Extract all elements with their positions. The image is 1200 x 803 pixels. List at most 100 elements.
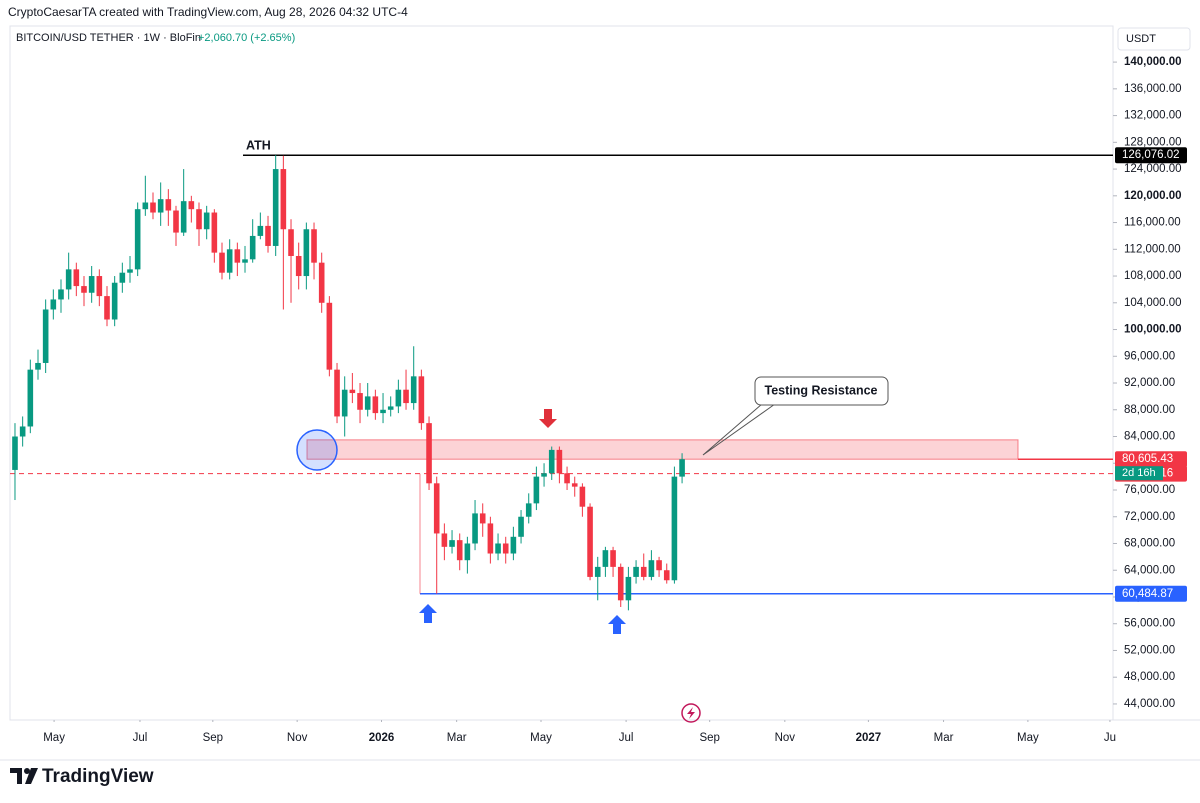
candle-body: [311, 229, 317, 263]
candle-body: [656, 560, 662, 571]
candle-body: [364, 396, 371, 410]
down-arrow: [539, 409, 557, 428]
candle-body: [150, 202, 156, 213]
candle-body: [226, 249, 233, 273]
candle-body: [663, 570, 670, 581]
candle-body: [533, 476, 540, 504]
y-tick-label: 48,000.00: [1124, 671, 1175, 683]
candle-body: [479, 513, 486, 524]
up-arrow: [419, 604, 437, 623]
y-tick-label: 44,000.00: [1124, 698, 1175, 710]
candle-body: [326, 302, 333, 370]
y-tick-label: 68,000.00: [1124, 538, 1175, 550]
y-tick-label: 104,000.00: [1124, 297, 1182, 309]
candle-body: [395, 389, 402, 407]
y-tick-label: 96,000.00: [1124, 350, 1175, 362]
candle-body: [456, 540, 463, 561]
candle-body: [249, 235, 256, 260]
candle-body: [219, 252, 225, 273]
candle-body: [510, 536, 517, 554]
y-tick-label: 72,000.00: [1124, 511, 1175, 523]
highlight-circle: [296, 429, 338, 471]
y-tick-label: 88,000.00: [1124, 404, 1175, 416]
candle-body: [633, 566, 639, 577]
y-tick-label: 116,000.00: [1124, 217, 1181, 229]
candle-body: [610, 550, 616, 567]
annotation-text: Testing Resistance: [764, 383, 877, 397]
candle-body: [556, 449, 563, 474]
candle-body: [295, 255, 302, 277]
candle-body: [518, 516, 524, 537]
logo-part: [10, 768, 22, 784]
candle-body: [157, 199, 164, 213]
candle-body: [541, 473, 547, 477]
candle-body: [211, 212, 218, 253]
candle-body: [464, 543, 471, 561]
x-tick-label: Ju: [1104, 732, 1116, 744]
candle-body: [35, 362, 41, 370]
candle-body: [380, 409, 386, 414]
y-tick-label: 76,000.00: [1124, 484, 1175, 496]
candle-body: [265, 225, 271, 246]
icon-bolt: [687, 707, 695, 719]
icon-ring: [681, 703, 701, 723]
candle-body: [19, 426, 26, 437]
candle-body: [173, 210, 179, 233]
candle-body: [525, 503, 532, 517]
candle-body: [502, 543, 509, 554]
currency: USDT: [1126, 33, 1156, 45]
candle-body: [234, 249, 241, 263]
candle-body: [280, 169, 287, 230]
candle-body: [165, 199, 172, 211]
candle-body: [50, 299, 57, 310]
x-tick-label: Sep: [203, 732, 223, 744]
symbol-title: BITCOIN/USD TETHER · 1W · BloFin: [16, 32, 201, 44]
candle-body: [387, 406, 394, 410]
candle-body: [27, 369, 34, 427]
x-tick-label: Nov: [287, 732, 308, 744]
y-tick-label: 136,000.00: [1124, 83, 1182, 95]
candle-body: [111, 282, 118, 320]
up-arrow: [608, 615, 626, 634]
y-tick-label: 112,000.00: [1124, 243, 1181, 255]
candle-body: [142, 202, 149, 210]
candle-body: [571, 483, 578, 487]
price-tag-label: 80,605.43: [1122, 453, 1173, 465]
candle-body: [88, 276, 95, 293]
candle-body: [441, 533, 448, 547]
candle-body: [495, 543, 501, 554]
lightning-icon[interactable]: [681, 703, 701, 723]
x-tick-label: Jul: [133, 732, 148, 744]
price-tag: [1115, 147, 1187, 164]
candle-body: [372, 396, 379, 414]
candle-body: [119, 272, 126, 283]
y-tick-label: 128,000.00: [1124, 136, 1182, 148]
candle-body: [426, 423, 432, 484]
candle-body: [12, 436, 18, 470]
candle-body: [96, 276, 103, 297]
candle-body: [648, 560, 655, 577]
annotation-box: [754, 376, 889, 406]
candle-body: [272, 169, 279, 246]
candle-body: [625, 576, 632, 601]
candle-body: [196, 209, 202, 230]
candle-body: [65, 269, 72, 290]
candle-body: [548, 449, 555, 474]
credit: CryptoCaesarTA created with TradingView.…: [8, 5, 408, 19]
candle-body: [594, 566, 601, 577]
candle-body: [288, 229, 294, 256]
candle-body: [564, 473, 570, 484]
candle-body: [341, 389, 348, 417]
candle-body: [104, 296, 110, 320]
currency-box[interactable]: [1117, 27, 1191, 51]
y-tick-label: 100,000.00: [1124, 324, 1182, 336]
y-tick-label: 92,000.00: [1124, 377, 1175, 389]
candle-body: [134, 209, 141, 270]
y-tick-label: 52,000.00: [1124, 644, 1175, 656]
y-tick-label: 56,000.00: [1124, 618, 1175, 630]
candle-body: [487, 523, 494, 554]
candle-body: [257, 225, 264, 236]
countdown-tag: [1115, 466, 1163, 481]
